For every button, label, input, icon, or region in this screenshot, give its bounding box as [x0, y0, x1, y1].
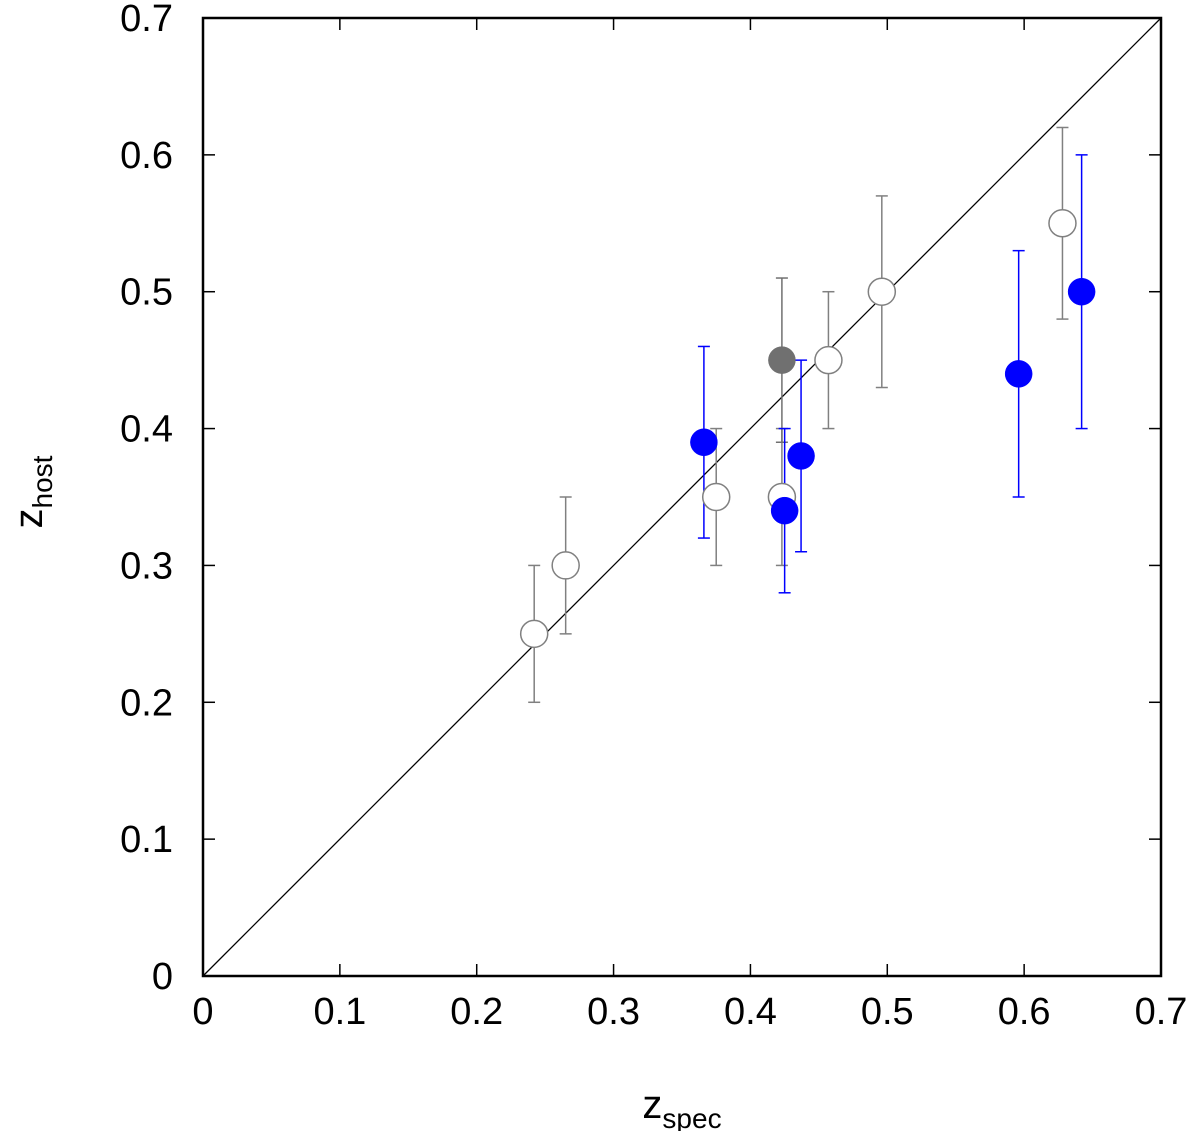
filled-data-point [787, 442, 815, 470]
filled-data-point [1004, 360, 1033, 388]
points-layer [519, 209, 1096, 649]
x-axis-title-sub: spec [662, 1103, 721, 1131]
x-tick-label: 0.4 [724, 991, 777, 1033]
reference-line [202, 17, 1162, 977]
diagonal-layer [202, 17, 1162, 977]
x-tick-label: 0.7 [1135, 991, 1188, 1033]
open-data-point [519, 619, 549, 649]
open-data-point [551, 551, 580, 580]
y-tick-label: 0.3 [120, 545, 173, 587]
x-tick-label: 0.2 [450, 991, 503, 1033]
x-tick-label: 0 [192, 991, 213, 1033]
y-tick-label: 0.1 [120, 819, 173, 861]
x-tick-label: 0.5 [861, 991, 914, 1033]
y-tick-label: 0.4 [120, 409, 173, 451]
plot-frame [201, 16, 1163, 978]
x-tick-label: 0.3 [587, 991, 640, 1033]
y-axis-title-base: z [7, 508, 51, 528]
ticks-layer: 0 0.1 0.2 0.3 0.4 0.5 0.6 0.7 0 0.1 0.2 0.3 0.4 0.5 0.… [120, 0, 1187, 1033]
filled-data-point [690, 428, 718, 457]
y-axis-title-sub: host [27, 455, 58, 508]
x-axis-title: zspec [642, 1083, 721, 1131]
open-data-point [814, 345, 843, 375]
filled-data-point [768, 346, 796, 374]
x-tick-label: 0.6 [998, 991, 1051, 1033]
filled-data-point [770, 496, 799, 525]
y-tick-label: 0.6 [120, 135, 173, 177]
x-axis-title-base: z [642, 1083, 662, 1127]
y-tick-label: 0 [152, 956, 173, 998]
y-axis-title: zhost [7, 455, 58, 528]
open-data-point [701, 482, 731, 512]
x-tick-label: 0.1 [313, 991, 366, 1033]
filled-data-point [1067, 277, 1096, 306]
open-data-point [867, 277, 897, 306]
open-data-point [1048, 209, 1077, 238]
y-tick-label: 0.5 [120, 272, 173, 314]
y-tick-label: 0.2 [120, 682, 173, 724]
y-tick-label: 0.7 [120, 0, 173, 40]
errorbar-layer [528, 126, 1088, 704]
